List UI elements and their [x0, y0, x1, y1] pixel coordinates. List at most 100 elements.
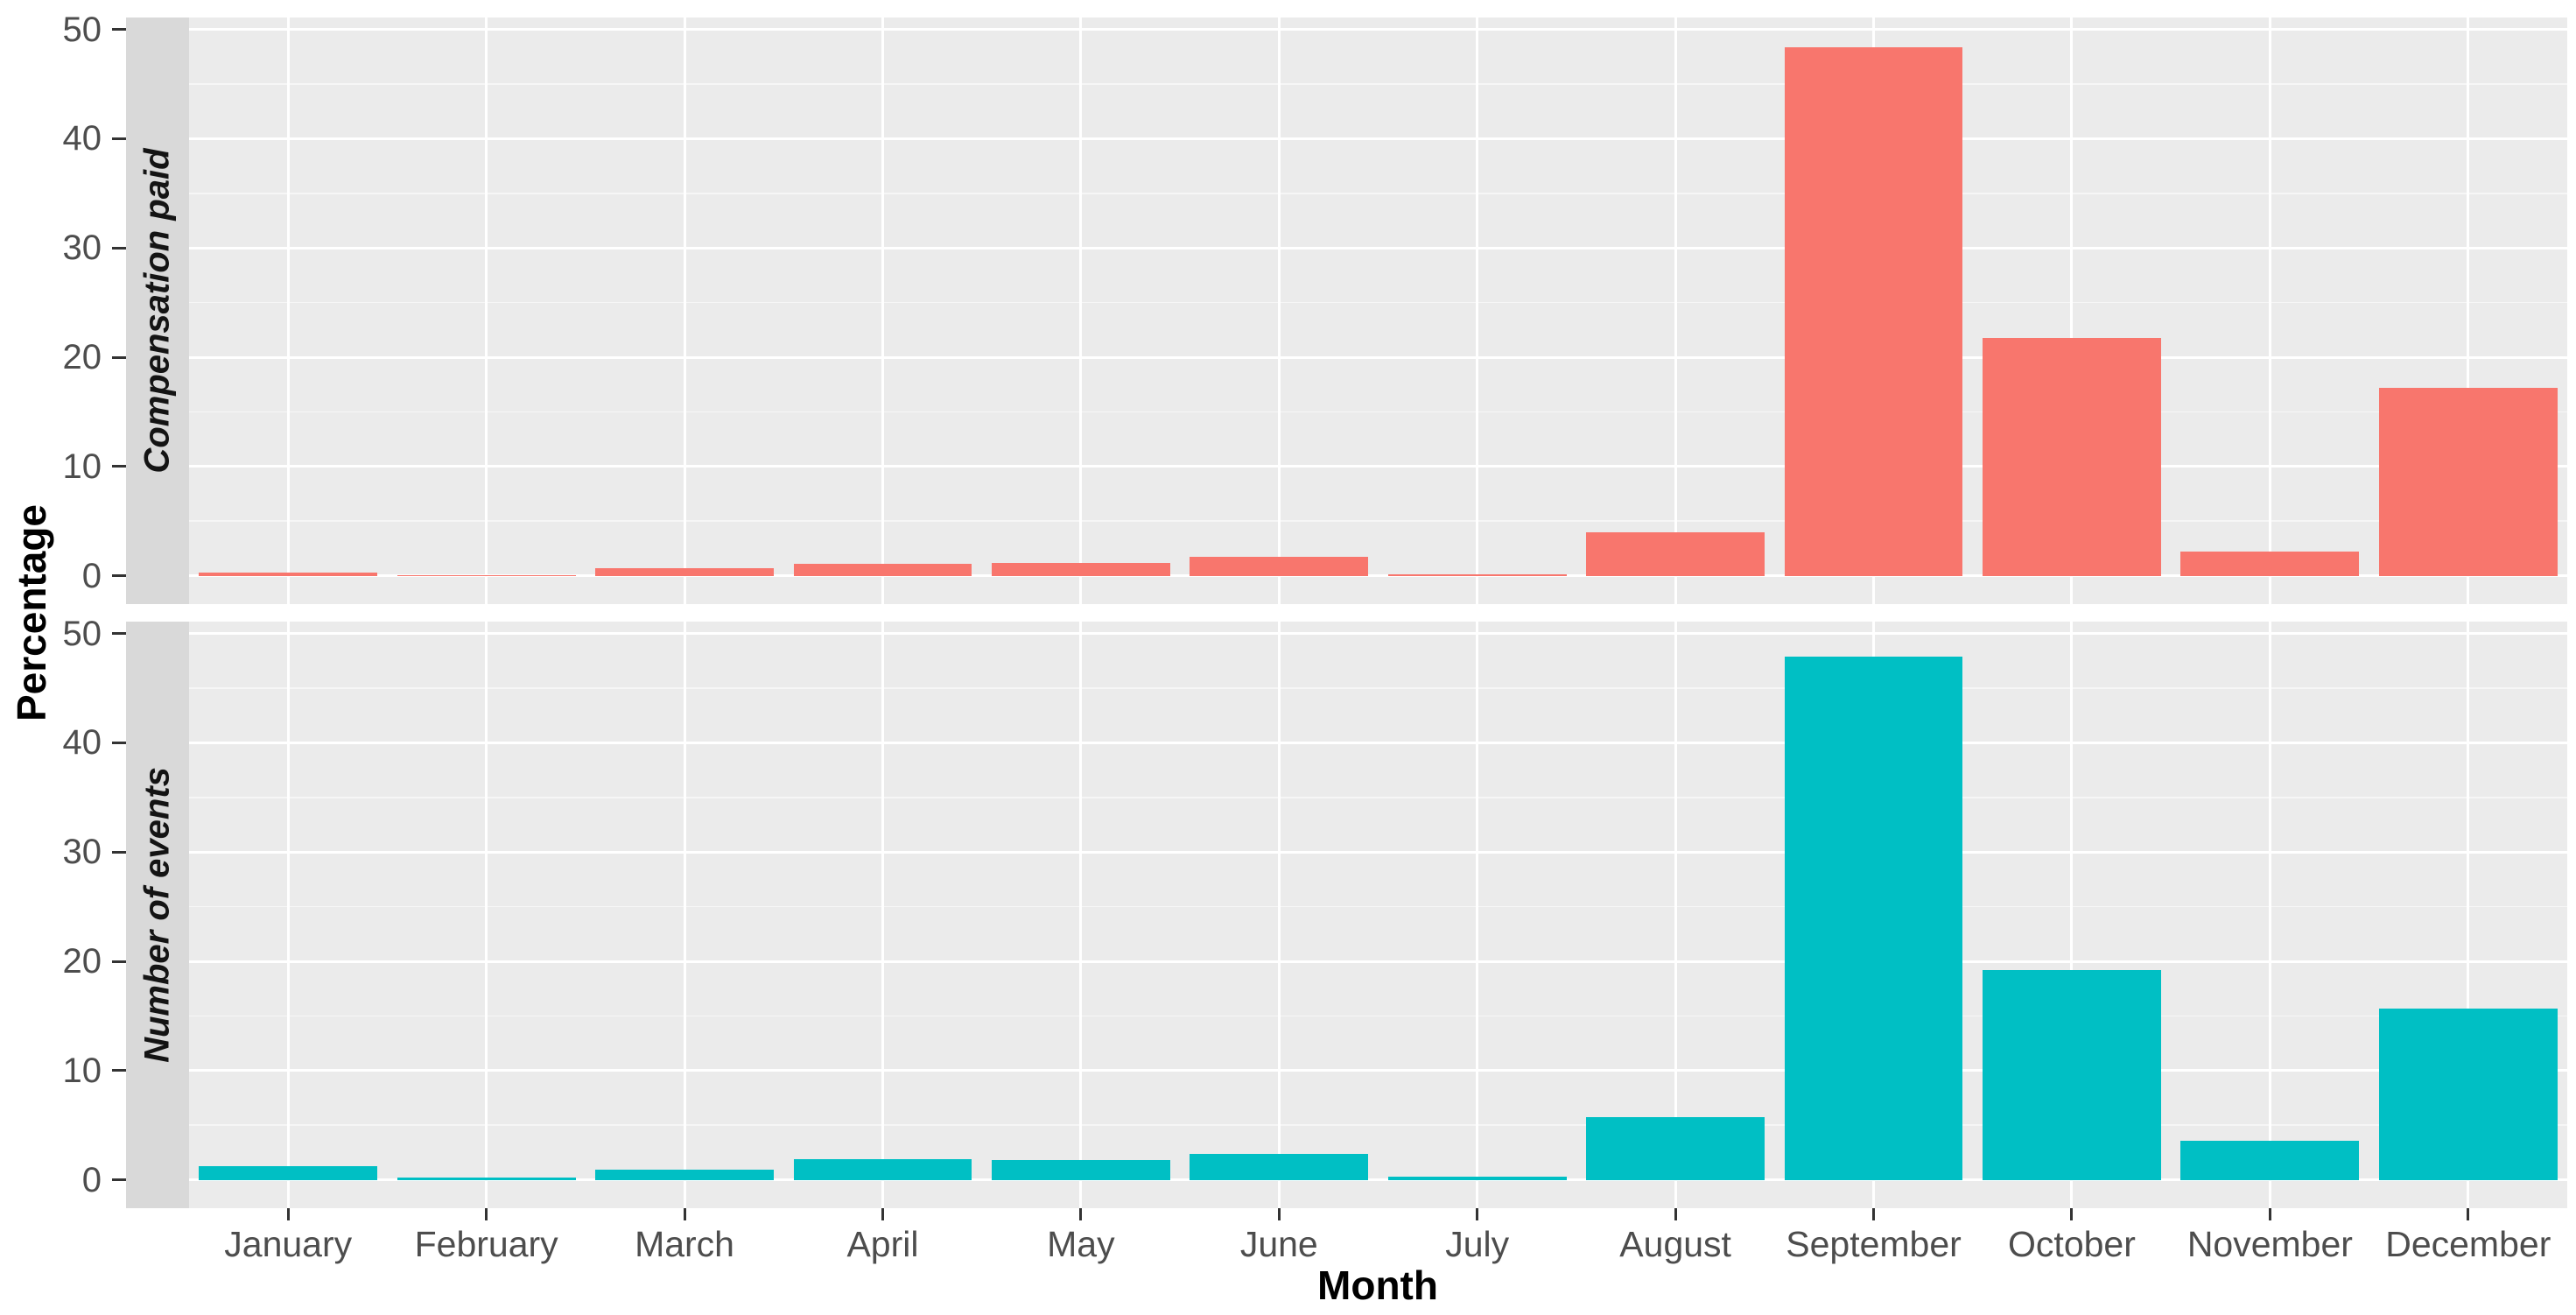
gridline-major-vertical	[683, 18, 686, 604]
gridline-minor-horizontal	[189, 83, 2567, 85]
gridline-major-vertical	[1476, 622, 1479, 1208]
bar-january	[199, 1165, 378, 1180]
gridline-major-horizontal	[189, 850, 2567, 854]
x-axis-tick-label: March	[635, 1224, 734, 1264]
bar-march	[595, 567, 774, 576]
gridline-major-vertical	[1674, 18, 1677, 604]
x-axis-tick	[286, 1208, 290, 1220]
bar-september	[1784, 46, 1963, 576]
gridline-major-vertical	[1674, 622, 1677, 1208]
x-axis-tick	[2070, 1208, 2074, 1220]
x-axis-tick-label: August	[1619, 1224, 1731, 1264]
x-axis-tick	[2467, 1208, 2470, 1220]
gridline-minor-horizontal	[189, 520, 2567, 522]
gridline-major-vertical	[2070, 622, 2074, 1208]
y-axis-tick	[112, 574, 126, 578]
x-axis-tick-label: September	[1786, 1224, 1962, 1264]
gridline-major-vertical	[1277, 18, 1281, 604]
x-axis-tick	[881, 1208, 884, 1220]
gridline-minor-horizontal	[189, 411, 2567, 413]
x-axis-tick	[1674, 1208, 1677, 1220]
y-axis-tick-label: 30	[62, 833, 102, 872]
y-axis-tick	[112, 28, 126, 32]
facet-strip-label: Compensation paid	[137, 148, 177, 474]
bar-march	[595, 1170, 774, 1180]
gridline-major-vertical	[1476, 18, 1479, 604]
y-axis-tick-label: 10	[62, 447, 102, 486]
gridline-major-vertical	[1277, 622, 1281, 1208]
x-axis-tick	[1872, 1208, 1876, 1220]
bar-january	[199, 573, 378, 576]
gridline-minor-horizontal	[189, 1015, 2567, 1017]
gridline-major-horizontal	[189, 960, 2567, 963]
gridline-minor-horizontal	[189, 687, 2567, 689]
y-axis-tick	[112, 246, 126, 250]
bar-april	[793, 563, 972, 576]
x-axis-title: Month	[1317, 1262, 1438, 1308]
x-axis-tick-label: April	[846, 1224, 919, 1264]
x-axis-tick-label: December	[2385, 1224, 2551, 1264]
y-axis-tick	[112, 137, 126, 140]
gridline-major-vertical	[485, 622, 488, 1208]
gridline-major-horizontal	[189, 741, 2567, 744]
plot-panel	[189, 18, 2567, 604]
bar-november	[2180, 552, 2360, 576]
x-axis-tick-label: June	[1239, 1224, 1318, 1264]
bar-february	[397, 574, 576, 576]
bar-april	[793, 1158, 972, 1180]
y-axis-tick	[112, 960, 126, 963]
x-axis-tick-label: February	[414, 1224, 558, 1264]
x-axis-tick	[1476, 1208, 1479, 1220]
bar-june	[1190, 557, 1369, 576]
x-axis-tick-label: May	[1047, 1224, 1115, 1264]
x-axis-tick	[683, 1208, 686, 1220]
gridline-major-vertical	[2070, 18, 2074, 604]
gridline-major-vertical	[286, 622, 290, 1208]
gridline-minor-horizontal	[189, 193, 2567, 194]
gridline-major-vertical	[2467, 18, 2470, 604]
gridline-major-vertical	[1079, 18, 1083, 604]
gridline-minor-horizontal	[189, 797, 2567, 798]
gridline-major-vertical	[2467, 622, 2470, 1208]
gridline-minor-horizontal	[189, 905, 2567, 908]
y-axis-tick-label: 10	[62, 1051, 102, 1090]
bar-june	[1190, 1153, 1369, 1180]
bar-august	[1586, 531, 1765, 576]
y-axis-tick	[112, 741, 126, 744]
bar-november	[2180, 1140, 2360, 1180]
y-axis-tick-label: 50	[62, 614, 102, 653]
y-axis-tick-label: 30	[62, 229, 102, 268]
gridline-major-horizontal	[189, 28, 2567, 32]
gridline-major-vertical	[2268, 18, 2271, 604]
bar-july	[1387, 574, 1567, 576]
y-axis-tick	[112, 632, 126, 636]
gridline-major-horizontal	[189, 574, 2567, 578]
y-axis-tick-label: 20	[62, 942, 102, 981]
gridline-major-vertical	[1079, 622, 1083, 1208]
bar-october	[1983, 337, 2161, 576]
y-axis-tick	[112, 1069, 126, 1072]
x-axis-tick	[485, 1208, 488, 1220]
bar-july	[1387, 1177, 1567, 1180]
x-axis-tick	[1079, 1208, 1083, 1220]
facet-strip	[126, 18, 189, 604]
x-axis-tick	[1277, 1208, 1281, 1220]
y-axis-tick	[112, 355, 126, 359]
gridline-major-horizontal	[189, 465, 2567, 468]
bar-august	[1586, 1117, 1765, 1180]
x-axis-tick-label: October	[2008, 1224, 2136, 1264]
gridline-major-horizontal	[189, 355, 2567, 359]
bar-may	[991, 1160, 1170, 1180]
y-axis-tick-label: 40	[62, 723, 102, 763]
x-axis-tick-label: January	[224, 1224, 353, 1264]
gridline-major-vertical	[683, 622, 686, 1208]
facet-strip	[126, 622, 189, 1208]
gridline-minor-horizontal	[189, 301, 2567, 304]
y-axis-tick-label: 20	[62, 338, 102, 377]
bar-september	[1784, 656, 1963, 1180]
gridline-major-vertical	[881, 622, 884, 1208]
x-axis-tick-label: November	[2186, 1224, 2353, 1264]
gridline-major-horizontal	[189, 246, 2567, 250]
facet-strip-label: Number of events	[137, 767, 177, 1063]
y-axis-tick-label: 50	[62, 10, 102, 49]
